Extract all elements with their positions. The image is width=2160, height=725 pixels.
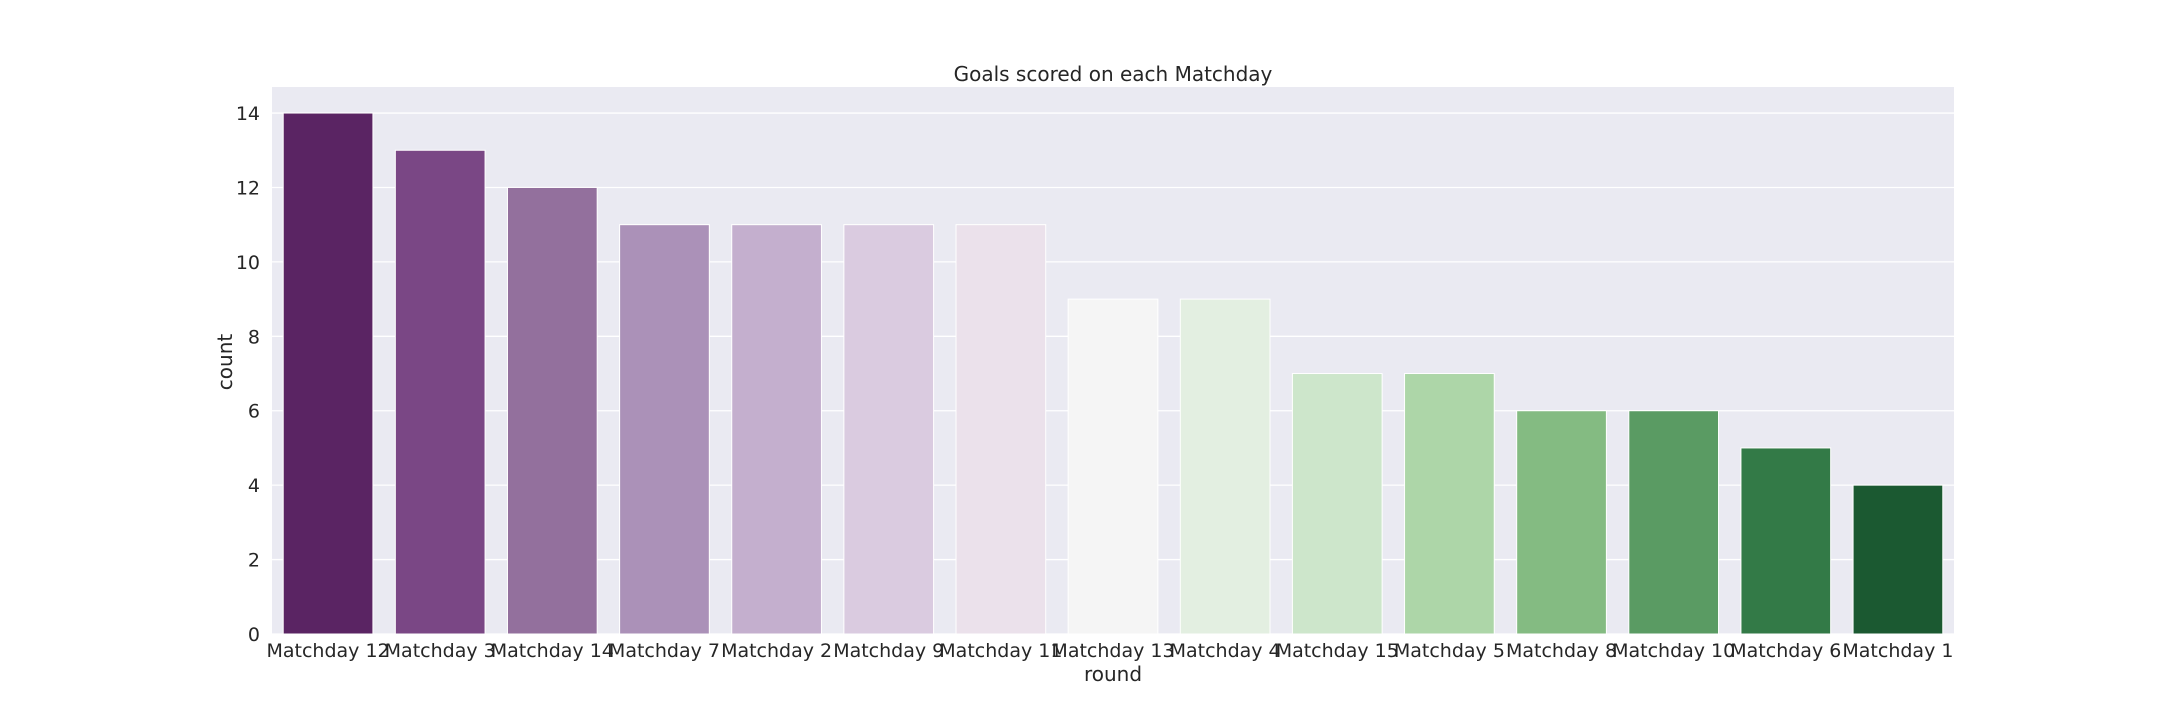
bar [843, 224, 935, 635]
chart-title: Goals scored on each Matchday [954, 62, 1273, 86]
y-tick-label: 2 [248, 550, 260, 572]
x-tick-label: Matchday 6 [1730, 640, 1841, 662]
x-tick-label: Matchday 14 [491, 640, 614, 662]
bar [619, 224, 710, 635]
x-tick-label: Matchday 15 [1276, 640, 1399, 662]
bar [1852, 484, 1944, 635]
bars [282, 112, 1944, 635]
bar [1067, 298, 1159, 635]
x-tick-label: Matchday 12 [266, 640, 389, 662]
bar [1628, 410, 1720, 635]
y-tick-label: 4 [248, 475, 260, 497]
bar [955, 224, 1047, 635]
y-tick-label: 8 [248, 326, 260, 348]
y-tick-label: 14 [236, 103, 260, 125]
x-tick-label: Matchday 5 [1394, 640, 1505, 662]
bar [1516, 410, 1607, 635]
y-tick-label: 6 [248, 401, 260, 423]
x-tick-label: Matchday 13 [1051, 640, 1174, 662]
bar [1291, 373, 1383, 635]
x-tick-label: Matchday 4 [1170, 640, 1281, 662]
x-axis-label: round [1084, 662, 1142, 686]
bar [1179, 298, 1271, 635]
y-tick-label: 10 [236, 252, 260, 274]
y-axis-ticks: 0 2 4 6 8 10 12 14 [236, 103, 260, 646]
x-tick-label: Matchday 8 [1506, 640, 1617, 662]
y-tick-label: 12 [236, 177, 260, 199]
x-tick-label: Matchday 7 [609, 640, 720, 662]
x-tick-label: Matchday 9 [833, 640, 944, 662]
bar [1740, 447, 1832, 635]
bar [506, 186, 598, 635]
x-tick-label: Matchday 10 [1612, 640, 1735, 662]
x-tick-label: Matchday 11 [939, 640, 1062, 662]
y-tick-label: 0 [248, 624, 260, 646]
x-tick-label: Matchday 2 [721, 640, 832, 662]
x-tick-label: Matchday 1 [1842, 640, 1953, 662]
bar [394, 149, 486, 635]
bar [731, 224, 822, 635]
bar [1404, 373, 1495, 635]
x-tick-label: Matchday 3 [385, 640, 496, 662]
bar [282, 112, 374, 635]
y-axis-label: count [213, 334, 237, 391]
